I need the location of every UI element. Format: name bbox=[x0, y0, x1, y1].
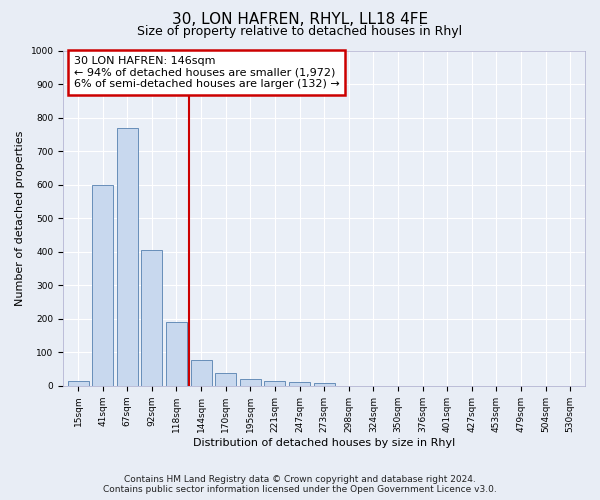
Bar bbox=[240, 379, 261, 386]
Bar bbox=[68, 381, 89, 386]
Bar bbox=[191, 360, 212, 386]
Bar bbox=[117, 128, 138, 386]
Bar bbox=[142, 250, 163, 386]
X-axis label: Distribution of detached houses by size in Rhyl: Distribution of detached houses by size … bbox=[193, 438, 455, 448]
Text: Size of property relative to detached houses in Rhyl: Size of property relative to detached ho… bbox=[137, 25, 463, 38]
Y-axis label: Number of detached properties: Number of detached properties bbox=[15, 130, 25, 306]
Text: 30 LON HAFREN: 146sqm
← 94% of detached houses are smaller (1,972)
6% of semi-de: 30 LON HAFREN: 146sqm ← 94% of detached … bbox=[74, 56, 340, 89]
Text: 30, LON HAFREN, RHYL, LL18 4FE: 30, LON HAFREN, RHYL, LL18 4FE bbox=[172, 12, 428, 28]
Bar bbox=[92, 185, 113, 386]
Bar bbox=[166, 322, 187, 386]
Bar bbox=[289, 382, 310, 386]
Text: Contains HM Land Registry data © Crown copyright and database right 2024.
Contai: Contains HM Land Registry data © Crown c… bbox=[103, 474, 497, 494]
Bar bbox=[215, 374, 236, 386]
Bar bbox=[265, 381, 286, 386]
Bar bbox=[314, 383, 335, 386]
